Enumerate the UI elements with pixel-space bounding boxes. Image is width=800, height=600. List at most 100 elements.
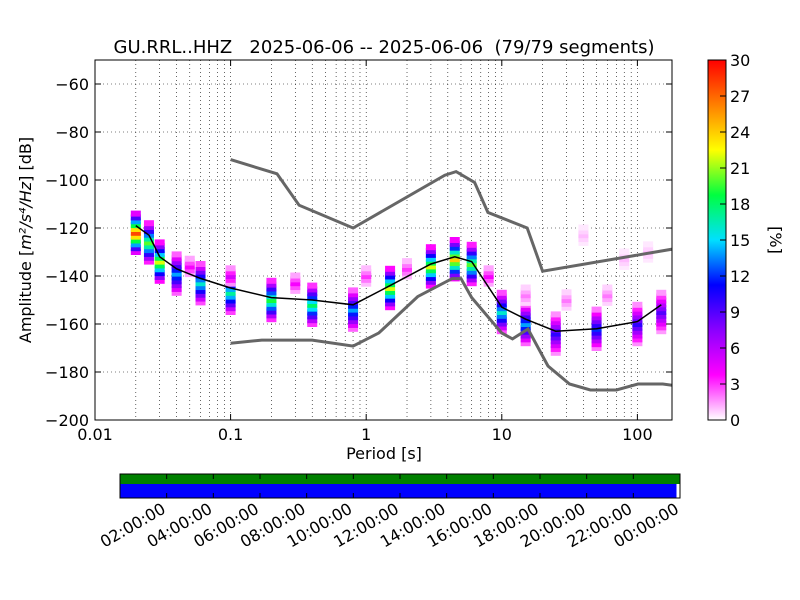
density-cell	[561, 300, 572, 307]
density-cell	[466, 249, 477, 256]
density-cell	[591, 318, 602, 325]
density-cell	[143, 258, 154, 265]
density-cell	[195, 268, 206, 275]
density-cell	[425, 248, 436, 255]
density-cell	[425, 274, 436, 281]
density-cell	[171, 274, 182, 281]
density-cell	[520, 336, 531, 343]
density-cell	[171, 266, 182, 273]
density-cell	[225, 285, 236, 292]
density-cell	[632, 328, 643, 335]
density-cell	[266, 293, 277, 300]
density-cell	[385, 300, 396, 307]
density-cell	[561, 297, 572, 303]
density-cell	[130, 229, 141, 236]
density-cell	[520, 292, 531, 299]
density-cell	[266, 297, 277, 303]
density-cell	[154, 254, 165, 261]
density-cell	[550, 334, 561, 341]
colorbar-tick-label: 15	[730, 231, 750, 250]
density-cell	[307, 305, 318, 312]
density-cell	[578, 239, 589, 246]
density-cell	[348, 325, 359, 332]
density-cell	[130, 237, 141, 244]
density-cell	[171, 278, 182, 285]
density-cell	[143, 235, 154, 242]
density-cell	[225, 273, 236, 279]
density-cell	[195, 284, 206, 291]
density-cell	[348, 314, 359, 321]
density-cell	[184, 267, 195, 274]
density-cell	[266, 289, 277, 296]
density-cell	[449, 248, 460, 255]
density-cell	[143, 250, 154, 257]
density-cell	[466, 245, 477, 252]
density-cell	[143, 254, 154, 261]
density-cell	[550, 338, 561, 345]
colorbar-tick-label: 24	[730, 123, 750, 142]
density-cell	[656, 320, 667, 327]
density-cell	[225, 297, 236, 304]
density-cell	[361, 273, 372, 279]
density-cell	[266, 304, 277, 311]
density-cell	[385, 304, 396, 311]
density-cell	[130, 225, 141, 232]
density-cell	[561, 293, 572, 300]
density-cell	[184, 263, 195, 270]
density-cell	[643, 252, 654, 259]
density-cell	[171, 282, 182, 289]
density-cell	[496, 312, 507, 319]
density-cell	[466, 241, 477, 248]
density-cell	[348, 302, 359, 309]
density-cell	[591, 333, 602, 340]
density-cell	[520, 321, 531, 327]
density-cell	[656, 309, 667, 315]
x-tick-label: 0.1	[218, 425, 243, 444]
y-axis: −200 −180 −160 −140 −120 −100 −80 −60	[45, 75, 672, 430]
density-cell	[520, 309, 531, 316]
density-cell	[154, 247, 165, 254]
density-cell	[425, 271, 436, 278]
x-tick-label: 0.01	[77, 425, 113, 444]
density-cell	[656, 297, 667, 304]
density-cell	[154, 250, 165, 257]
density-cell	[466, 276, 477, 283]
density-cell	[496, 324, 507, 331]
colorbar-tick-label: 27	[730, 87, 750, 106]
density-cell	[496, 297, 507, 304]
density-cell	[225, 265, 236, 272]
density-cell	[520, 284, 531, 291]
low-noise-model-line	[230, 277, 672, 392]
density-cell	[632, 301, 643, 308]
density-cell	[602, 284, 613, 291]
density-cell	[307, 321, 318, 327]
grid	[95, 60, 672, 421]
density-cell	[602, 292, 613, 299]
density-cell	[385, 269, 396, 276]
density-cell	[154, 262, 165, 269]
density-cell	[496, 320, 507, 327]
density-cell	[550, 311, 561, 318]
density-cell	[425, 255, 436, 262]
colorbar-tick-label: 9	[730, 303, 740, 322]
density-cell	[561, 289, 572, 296]
density-cell	[496, 293, 507, 300]
density-cell	[130, 222, 141, 229]
density-cell	[425, 263, 436, 270]
colorbar-tick-label: 3	[730, 375, 740, 394]
density-cell	[307, 282, 318, 289]
density-cell	[154, 258, 165, 265]
density-cell	[307, 301, 318, 308]
density-cell	[632, 309, 643, 316]
density-cell	[550, 349, 561, 356]
density-cell	[171, 251, 182, 258]
density-cell	[266, 285, 277, 292]
density-cell	[385, 288, 396, 295]
density-cell	[632, 321, 643, 327]
density-cell	[483, 265, 494, 272]
density-cell	[496, 301, 507, 308]
density-cell	[348, 321, 359, 328]
y-axis-label-units: m²/s⁴/Hz	[16, 181, 35, 250]
density-cell	[578, 232, 589, 239]
density-cell	[184, 255, 195, 262]
